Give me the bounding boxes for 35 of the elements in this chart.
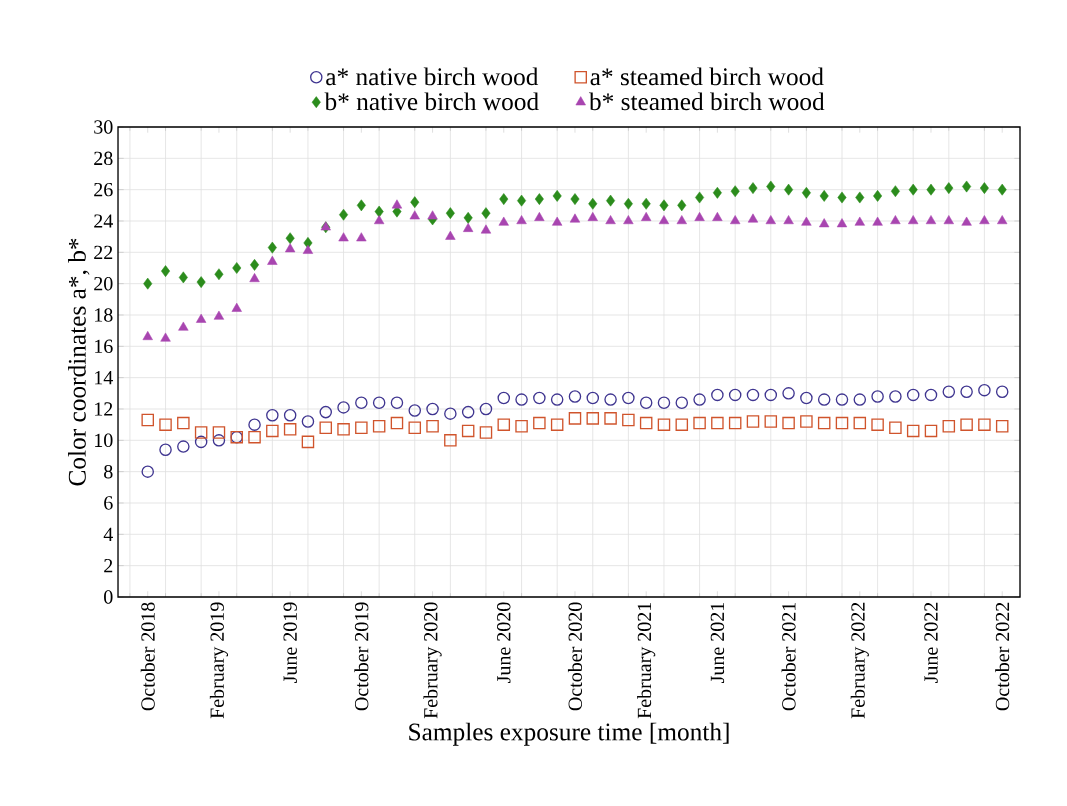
y-tick-label: 24 — [94, 214, 113, 228]
y-tick-label: 18 — [95, 308, 113, 322]
y-tick-label: 2 — [104, 559, 113, 573]
x-tick-label: February 2021 — [637, 602, 656, 719]
x-tick-label: June 2020 — [497, 602, 511, 683]
x-tick-label: October 2020 — [567, 602, 582, 711]
x-axis-title: Samples exposure time [month] — [409, 722, 729, 746]
x-tick-label: October 2019 — [354, 602, 369, 711]
y-tick-label: 20 — [94, 276, 113, 291]
x-tick-label: October 2018 — [140, 602, 155, 711]
x-tick-label: February 2020 — [423, 602, 442, 719]
y-tick-label: 0 — [104, 590, 113, 604]
y-tick-label: 16 — [95, 339, 113, 354]
y-tick-label: 26 — [94, 182, 113, 197]
y-axis-title: Color coordinates a*, b* — [68, 238, 90, 486]
legend-label: a* steamed birch wood — [590, 67, 824, 86]
y-tick-label: 22 — [94, 245, 113, 259]
legend-label: b* steamed birch wood — [588, 92, 825, 111]
y-tick-label: 28 — [94, 151, 113, 166]
y-tick-label: 12 — [95, 402, 113, 416]
y-tick-label: 14 — [95, 371, 113, 385]
x-tick-label: June 2022 — [924, 602, 938, 683]
y-tick-label: 4 — [103, 527, 113, 541]
y-tick-label: 30 — [94, 120, 113, 134]
y-tick-label: 8 — [104, 464, 113, 479]
y-tick-label: 6 — [104, 496, 113, 510]
legend-label: b* native birch wood — [324, 92, 539, 111]
legend-label: a* native birch wood — [326, 67, 539, 86]
x-tick-label: June 2019 — [283, 602, 297, 683]
x-tick-label: October 2021 — [781, 602, 796, 711]
x-tick-label: June 2021 — [710, 602, 725, 683]
y-tick-label: 10 — [95, 433, 113, 448]
x-tick-label: October 2022 — [995, 602, 1010, 711]
x-tick-label: February 2019 — [209, 602, 229, 719]
x-tick-label: February 2022 — [850, 602, 869, 719]
